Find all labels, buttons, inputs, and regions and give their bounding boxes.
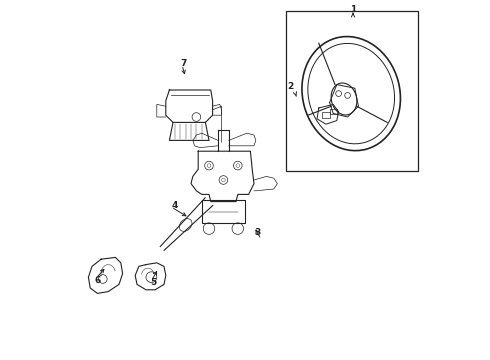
Text: 6: 6	[94, 276, 100, 285]
Text: 4: 4	[172, 201, 178, 210]
Text: 3: 3	[254, 228, 261, 237]
Text: 5: 5	[150, 278, 156, 287]
Bar	[286, 11, 418, 171]
Text: 7: 7	[181, 58, 187, 68]
Text: 1: 1	[350, 4, 356, 13]
Text: 2: 2	[287, 82, 293, 91]
Bar	[202, 200, 245, 223]
